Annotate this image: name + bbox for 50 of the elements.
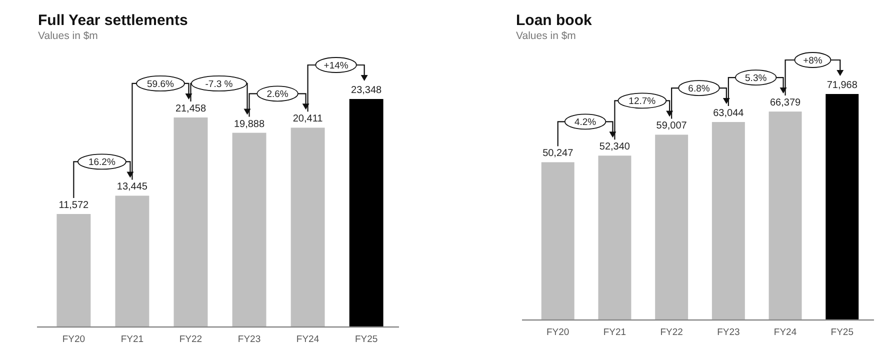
annotation: 4.2% <box>574 117 597 128</box>
annotation: 16.2% <box>88 157 116 168</box>
bar <box>349 99 384 327</box>
chart-title: Loan book <box>516 12 592 29</box>
text: +14% <box>324 60 349 72</box>
data-label: 71,968 <box>826 80 858 91</box>
data-label: 20,411 <box>292 114 324 125</box>
data-label: 50,247 <box>542 148 574 160</box>
bar <box>712 122 745 320</box>
bar <box>174 117 208 327</box>
text: 59.6% <box>147 78 174 90</box>
x-tick-label: FY21 <box>603 327 626 338</box>
data-label: 11,572 <box>58 200 90 211</box>
bar <box>56 214 91 327</box>
chart-title: Full Year settlements <box>38 12 188 29</box>
bar <box>655 134 688 320</box>
x-tick-label: FY24 <box>774 327 797 338</box>
annotation: 12.7% <box>628 96 656 108</box>
data-label: 63,044 <box>713 108 744 120</box>
annotation: 2.6% <box>266 89 289 100</box>
bar <box>290 128 325 327</box>
bar <box>826 94 859 320</box>
data-label: 13,445 <box>116 182 148 193</box>
x-tick-label: FY25 <box>354 334 378 345</box>
text: -7.3 % <box>205 78 234 90</box>
bar <box>598 156 632 320</box>
data-label: 21,458 <box>175 103 206 114</box>
x-tick-label: FY24 <box>296 334 320 345</box>
x-tick-label: FY23 <box>238 334 261 345</box>
x-tick-label: FY20 <box>62 334 86 345</box>
x-tick-label: FY21 <box>120 334 144 345</box>
chart-subtitle: Values in $m <box>38 30 98 42</box>
text: +8% <box>803 56 823 66</box>
bar <box>232 132 266 327</box>
bar <box>768 112 802 320</box>
annotation: 6.8% <box>688 84 710 95</box>
x-tick-label: FY25 <box>830 327 854 338</box>
x-tick-label: FY22 <box>660 327 683 338</box>
data-label: 19,888 <box>234 118 265 130</box>
bar <box>115 196 150 327</box>
bar <box>541 162 574 320</box>
data-label: 23,348 <box>351 85 382 96</box>
chart-subtitle: Values in $m <box>516 30 576 42</box>
data-label: 59,007 <box>656 120 688 132</box>
x-tick-label: FY20 <box>546 327 570 338</box>
x-tick-label: FY22 <box>179 334 202 345</box>
x-tick-label: FY23 <box>717 327 740 338</box>
text: 5.3% <box>745 73 768 84</box>
data-label: 66,379 <box>770 98 802 109</box>
data-label: 52,340 <box>599 142 630 153</box>
